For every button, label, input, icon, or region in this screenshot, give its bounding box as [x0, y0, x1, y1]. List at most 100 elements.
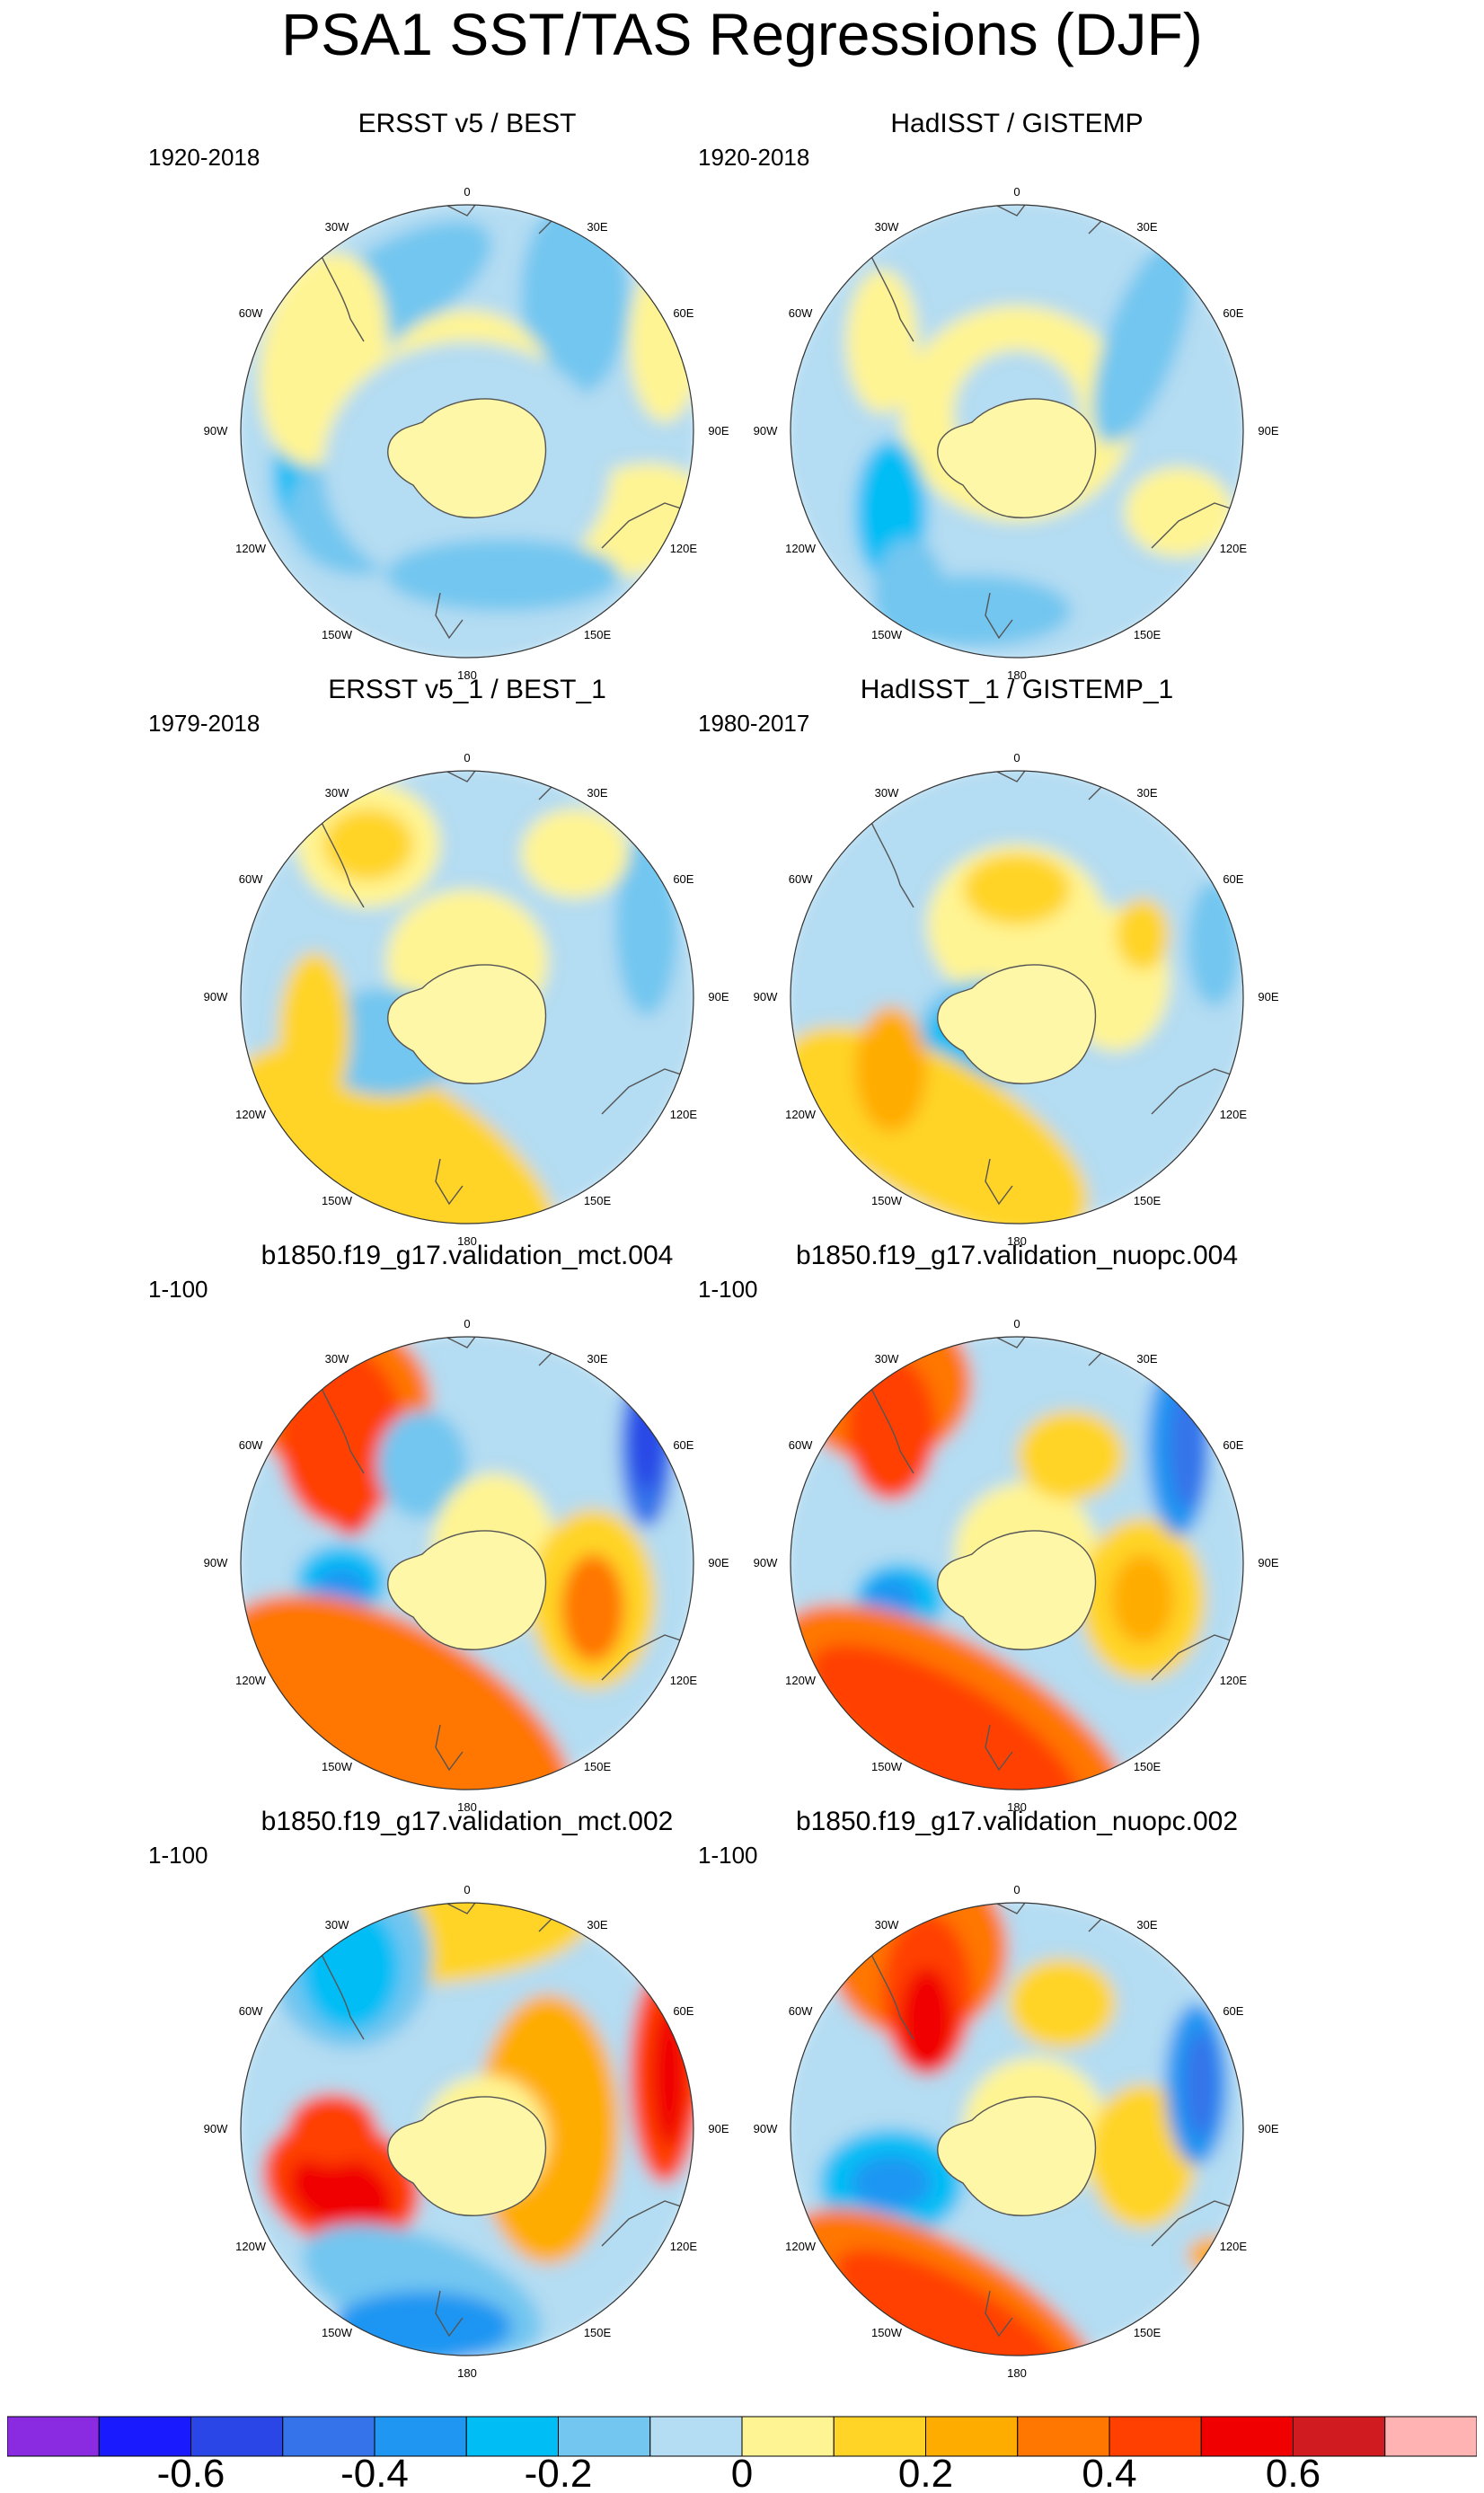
panel-period: 1920-2018 [148, 144, 261, 171]
colorbar-label: -0.2 [525, 2452, 593, 2489]
longitude-label: 90E [1258, 2122, 1278, 2135]
anomaly-contour [846, 270, 918, 413]
coastline [985, 1158, 1013, 1206]
longitude-label: 30W [875, 1352, 899, 1366]
colorbar-swatch [558, 2416, 651, 2457]
coastline [971, 771, 1063, 782]
longitude-label: 180 [457, 2366, 477, 2380]
anomaly-field [791, 771, 1243, 1224]
longitude-label: 180 [457, 1800, 477, 1814]
longitude-label: 120W [785, 2240, 817, 2253]
anomaly-contour [301, 1905, 400, 2030]
coastline [601, 502, 693, 549]
anomaly-contour [851, 2156, 932, 2210]
colorbar-swatch [98, 2416, 191, 2457]
anomaly-field [791, 1903, 1243, 2356]
map-panel: b1850.f19_g17.validation_mct.002 1-100 0… [126, 1806, 808, 2380]
map-panel: b1850.f19_g17.validation_nuopc.002 1-100… [676, 1806, 1358, 2380]
colorbar-label: 0.4 [1082, 2452, 1136, 2489]
anomaly-contour [1008, 1958, 1116, 2048]
colorbar-swatch [465, 2416, 559, 2457]
longitude-label: 180 [1007, 1234, 1027, 1248]
map-boundary [240, 770, 694, 1224]
longitude-label: 120E [670, 1108, 698, 1121]
longitude-label: 90E [708, 424, 729, 438]
colorbar-swatch [374, 2416, 467, 2457]
longitude-label: 30W [325, 786, 349, 800]
map-boundary [790, 1902, 1244, 2356]
longitude-label: 150W [322, 1194, 353, 1207]
coastline [601, 2200, 693, 2247]
longitude-label: 150E [1134, 2326, 1162, 2339]
antarctica-outline [387, 398, 547, 518]
map-panel: HadISST_1 / GISTEMP_1 1980-2017 0 30E 60E 9… [676, 674, 1358, 1248]
longitude-label: 150W [322, 1760, 353, 1773]
coastline [971, 1903, 1063, 1914]
panel-title: ERSST v5_1 / BEST_1 [328, 675, 606, 704]
coastline [1151, 2200, 1242, 2247]
longitude-label: 60W [789, 1438, 813, 1452]
longitude-label: 60E [1223, 2004, 1243, 2018]
longitude-label: 120E [1220, 1674, 1248, 1687]
map-boundary [790, 204, 1244, 659]
longitude-label: 120E [670, 1674, 698, 1687]
longitude-label: 90E [708, 1556, 729, 1569]
colorbar-swatch [190, 2416, 284, 2457]
colorbar-swatch [741, 2416, 835, 2457]
panel-title: HadISST_1 / GISTEMP_1 [860, 675, 1174, 704]
anomaly-field [791, 205, 1243, 658]
antarctica-outline [937, 398, 1097, 518]
longitude-label: 90W [204, 2122, 228, 2135]
longitude-label: 60E [1223, 306, 1243, 320]
longitude-label: 60E [673, 1438, 693, 1452]
panel-period: 1979-2018 [148, 710, 261, 737]
colorbar-graphic: -0.6 -0.4 -0.2 0 0.2 0.4 0.6 [6, 2416, 1478, 2493]
longitude-label: 90W [204, 1556, 228, 1569]
longitude-label: 180 [1007, 668, 1027, 682]
longitude-label: 30E [587, 1918, 607, 1932]
anomaly-contour [631, 1384, 663, 1491]
longitude-label: 150W [322, 628, 353, 641]
anomaly-contour [241, 1594, 574, 1790]
colorbar-label: 0.6 [1266, 2452, 1321, 2489]
anomaly-contour [855, 1006, 927, 1132]
longitude-label: 180 [457, 1234, 477, 1248]
panel-title: b1850.f19_g17.validation_nuopc.002 [795, 1807, 1239, 1836]
polar-map: 0 30E 60E 90E 120E 150E 180 150W 120W 90W 60W 30W [204, 751, 729, 1248]
polar-map: 0 30E 60E 90E 120E 150E 180 150W 120W 90W 60W 30W [754, 1317, 1279, 1814]
longitude-label: 120W [785, 542, 817, 555]
polar-map: 0 30E 60E 90E 120E 150E 180 150W 120W 90W 60W 30W [204, 1317, 729, 1814]
longitude-label: 120E [1220, 2240, 1248, 2253]
polar-map: 0 30E 60E 90E 120E 150E 180 150W 120W 90W 60W 30W [754, 185, 1279, 682]
coastline [435, 2290, 464, 2338]
longitude-label: 30E [1136, 1352, 1157, 1366]
longitude-label: 0 [1013, 1883, 1020, 1896]
longitude-label: 150E [584, 1760, 612, 1773]
anomaly-contour [521, 809, 629, 898]
longitude-label: 60W [789, 306, 813, 320]
map-panel: b1850.f19_g17.validation_nuopc.004 1-100… [676, 1240, 1358, 1814]
longitude-label: 120E [670, 542, 698, 555]
longitude-label: 120E [1220, 1108, 1248, 1121]
longitude-label: 60E [1223, 872, 1243, 886]
longitude-label: 180 [1007, 1800, 1027, 1814]
map-panel: b1850.f19_g17.validation_mct.004 1-100 0… [126, 1240, 808, 1814]
coastline [1151, 1634, 1242, 1681]
panel-period: 1-100 [148, 1842, 208, 1869]
coastline [421, 1337, 513, 1348]
anomaly-contour [809, 1644, 1081, 1790]
longitude-label: 120W [785, 1674, 817, 1687]
polar-map: 0 30E 60E 90E 120E 150E 180 150W 120W 90W 60W 30W [754, 1883, 1279, 2380]
coastline [985, 2290, 1013, 2338]
longitude-label: 150E [1134, 1760, 1162, 1773]
anomaly-contour [835, 2249, 1073, 2356]
longitude-label: 120E [670, 2240, 698, 2253]
anomaly-contour [377, 1410, 467, 1518]
anomaly-contour [288, 2153, 394, 2231]
colorbar-swatch [1293, 2416, 1386, 2457]
longitude-label: 150E [584, 628, 612, 641]
panel-title: ERSST v5 / BEST [358, 109, 577, 138]
antarctica-outline [937, 964, 1097, 1084]
longitude-label: 0 [1013, 185, 1020, 199]
coastline [421, 1903, 513, 1914]
